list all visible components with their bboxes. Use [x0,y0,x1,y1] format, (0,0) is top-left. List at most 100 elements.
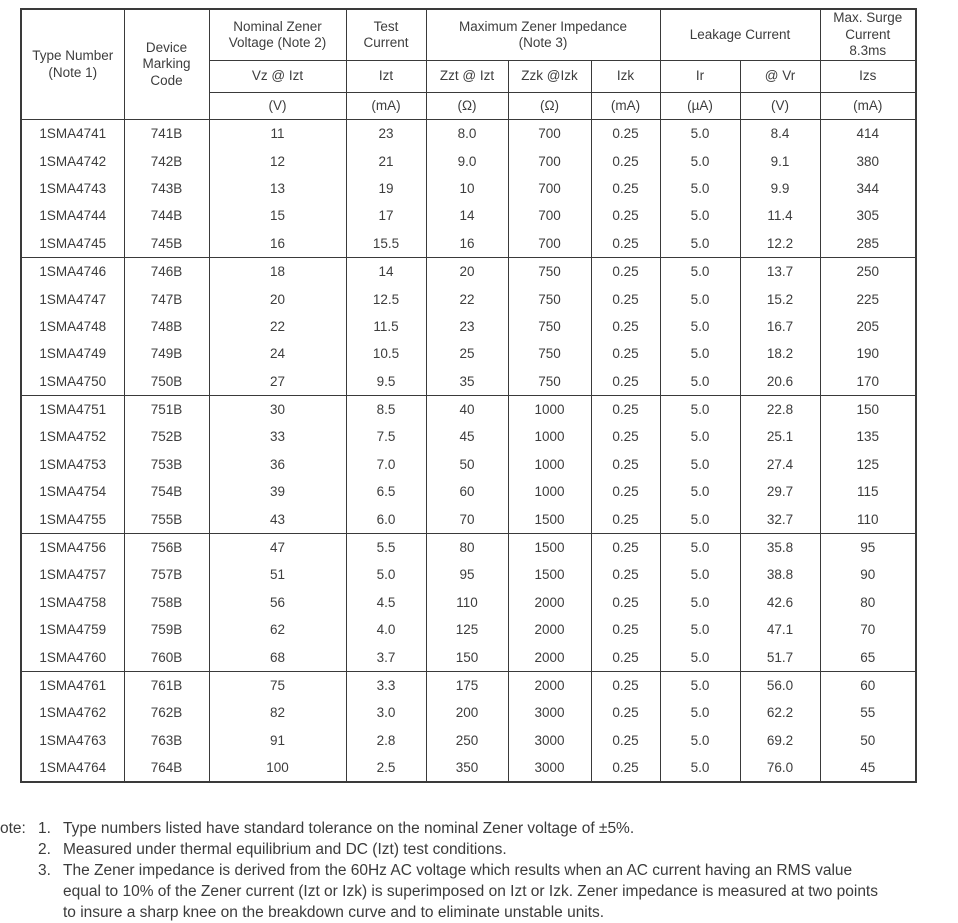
value-cell: 5.0 [345,561,427,589]
value-cell: 0.25 [590,119,661,148]
value-cell: 0.25 [590,478,661,506]
value-cell: 0.25 [590,726,661,754]
table-row: 1SMA4751 751B 30 8.5 40 1000 0.25 5.0 22.8 150 [20,394,917,424]
value-cell: 5.0 [659,423,741,451]
value-cell: 753B [123,450,210,479]
value-cell: 3.3 [345,670,427,700]
symbol-zzk: Zzk @Izk [507,60,592,93]
value-cell: 750 [507,256,592,286]
value-cell: 5.0 [659,174,741,203]
value-cell: 752B [123,423,210,451]
unit-ohm-zzt: (Ω) [425,92,509,120]
value-cell: 700 [507,202,592,230]
value-cell: 12.5 [345,285,427,313]
value-cell: 20.6 [739,367,821,396]
value-cell: 36 [208,450,347,479]
value-cell: 0.25 [590,588,661,617]
type-number-cell: 1SMA4751 [20,394,125,424]
value-cell: 7.0 [345,450,427,479]
value-cell: 16 [208,229,347,258]
value-cell: 110 [425,588,509,617]
value-cell: 15.2 [739,285,821,313]
value-cell: 748B [123,312,210,341]
value-cell: 11 [208,119,347,148]
value-cell: 1000 [507,423,592,451]
type-number-cell: 1SMA4757 [20,561,125,589]
value-cell: 250 [425,726,509,754]
value-cell: 32.7 [739,505,821,534]
value-cell: 42.6 [739,588,821,617]
value-cell: 5.0 [659,699,741,727]
value-cell: 742B [123,147,210,175]
value-cell: 13.7 [739,256,821,286]
value-cell: 50 [425,450,509,479]
value-cell: 5.0 [659,532,741,562]
value-cell: 0.25 [590,505,661,534]
value-cell: 10.5 [345,340,427,368]
value-cell: 170 [819,367,917,396]
table-row: 1SMA4763 763B 91 2.8 250 3000 0.25 5.0 69.2 50 [20,726,917,754]
value-cell: 20 [425,256,509,286]
value-cell: 70 [425,505,509,534]
type-number-cell: 1SMA4758 [20,588,125,617]
value-cell: 95 [425,561,509,589]
value-cell: 250 [819,256,917,286]
value-cell: 27.4 [739,450,821,479]
value-cell: 50 [819,726,917,754]
value-cell: 51.7 [739,643,821,672]
value-cell: 125 [425,616,509,644]
value-cell: 762B [123,699,210,727]
value-cell: 750 [507,367,592,396]
value-cell: 350 [425,753,509,783]
value-cell: 5.0 [659,505,741,534]
value-cell: 35.8 [739,532,821,562]
notes-section: ote: 1. Type numbers listed have standar… [0,818,952,923]
type-number-cell: 1SMA4761 [20,670,125,700]
value-cell: 700 [507,119,592,148]
symbol-izs: Izs [819,60,917,93]
value-cell: 0.25 [590,340,661,368]
value-cell: 5.0 [659,561,741,589]
col-header-max-impedance: Maximum Zener Impedance (Note 3) [425,8,661,61]
value-cell: 60 [819,670,917,700]
note-number: 1. [38,820,51,837]
value-cell: 12.2 [739,229,821,258]
col-header-max-surge: Max. Surge Current 8.3ms [819,8,917,61]
value-cell: 5.0 [659,256,741,286]
col-header-device-marking: Device Marking Code [123,8,210,120]
value-cell: 344 [819,174,917,203]
value-cell: 3000 [507,726,592,754]
zener-spec-table: Type Number (Note 1) Device Marking Code… [20,8,918,784]
value-cell: 0.25 [590,616,661,644]
value-cell: 763B [123,726,210,754]
symbol-zzt: Zzt @ Izt [425,60,509,93]
value-cell: 55 [819,699,917,727]
value-cell: 414 [819,119,917,148]
value-cell: 17 [345,202,427,230]
note-text: Type numbers listed have standard tolera… [63,820,635,837]
table-body: 1SMA4741 741B 11 23 8.0 700 0.25 5.0 8.4 414 1SMA4… [20,119,917,783]
value-cell: 125 [819,450,917,479]
table-row: 1SMA4747 747B 20 12.5 22 750 0.25 5.0 15.2 225 [20,285,917,313]
unit-ua-ir: (µA) [659,92,741,120]
value-cell: 749B [123,340,210,368]
table-row: 1SMA4750 750B 27 9.5 35 750 0.25 5.0 20.6 170 [20,367,917,396]
value-cell: 100 [208,753,347,783]
value-cell: 700 [507,147,592,175]
value-cell: 750 [507,340,592,368]
value-cell: 0.25 [590,312,661,341]
note-item-1: ote: 1. Type numbers listed have standar… [0,818,952,839]
type-number-cell: 1SMA4763 [20,726,125,754]
col-header-nominal-zener: Nominal Zener Voltage (Note 2) [208,8,347,61]
table-row: 1SMA4743 743B 13 19 10 700 0.25 5.0 9.9 344 [20,174,917,203]
table-row: 1SMA4749 749B 24 10.5 25 750 0.25 5.0 18.2 190 [20,340,917,368]
value-cell: 60 [425,478,509,506]
type-number-cell: 1SMA4746 [20,256,125,286]
value-cell: 0.25 [590,643,661,672]
type-number-cell: 1SMA4742 [20,147,125,175]
value-cell: 700 [507,229,592,258]
value-cell: 68 [208,643,347,672]
note-text: The Zener impedance is derived from the … [63,862,878,921]
note-item-3: 3. The Zener impedance is derived from t… [0,860,952,923]
table-row: 1SMA4762 762B 82 3.0 200 3000 0.25 5.0 62.2 55 [20,699,917,727]
